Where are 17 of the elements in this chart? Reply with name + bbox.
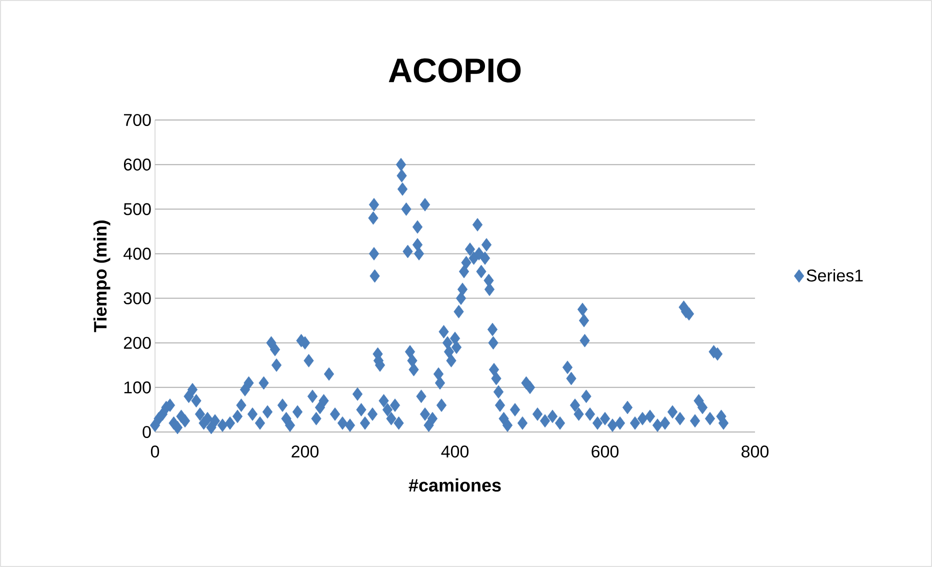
y-tick-label: 700 — [124, 114, 151, 126]
x-tick-label: 400 — [441, 446, 469, 458]
y-axis-title: Tiempo (min) — [93, 220, 110, 332]
x-axis-title: #camiones — [408, 478, 501, 492]
x-tick-label: 800 — [742, 446, 769, 458]
legend-label: Series1 — [806, 269, 863, 282]
y-tick-label: 100 — [124, 381, 151, 394]
y-tick-label: 300 — [124, 292, 151, 304]
y-tick-label: 400 — [124, 248, 151, 260]
x-tick-label: 200 — [292, 446, 319, 458]
chart-title: ACOPIO — [388, 58, 521, 82]
x-tick-label: 600 — [592, 446, 619, 458]
y-tick-label: 500 — [124, 203, 151, 216]
y-tick-label: 600 — [124, 158, 151, 171]
x-tick-label: 0 — [150, 446, 160, 458]
y-tick-label: 200 — [124, 336, 151, 349]
y-tick-label: 0 — [142, 426, 151, 438]
